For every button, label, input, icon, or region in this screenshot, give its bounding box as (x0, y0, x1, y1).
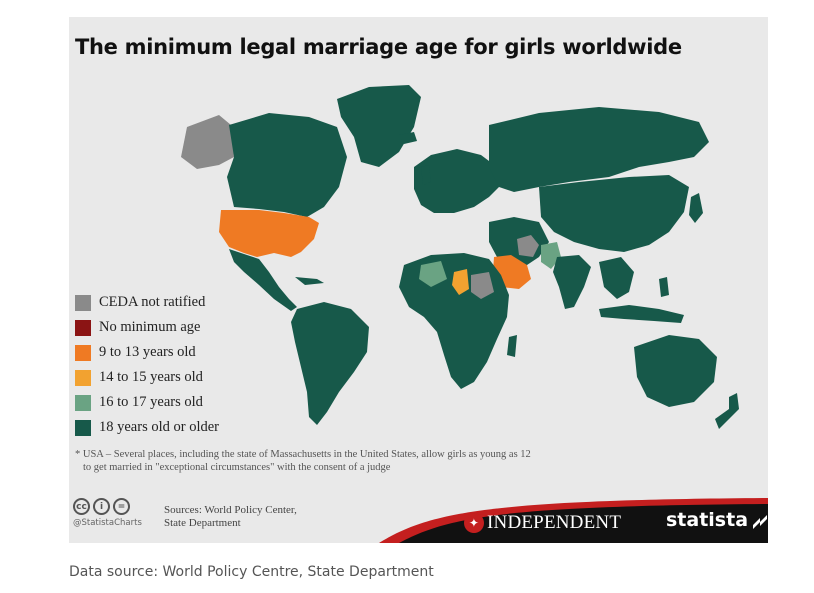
no-derivatives-icon: = (113, 498, 130, 515)
sources-line-2: State Department (164, 517, 241, 529)
europe (414, 149, 501, 213)
independent-logo: ✦ INDEPENDENT (464, 512, 621, 534)
map-card: The minimum legal marriage age for girls… (69, 17, 768, 543)
russia (489, 107, 709, 192)
sudan (471, 272, 494, 299)
legend-label: 14 to 15 years old (99, 369, 203, 385)
legend-item-16-to-17: 16 to 17 years old (75, 390, 219, 415)
footnote-line-1: * USA – Several places, including the st… (75, 449, 531, 460)
attribution-icon: i (93, 498, 110, 515)
footnote: * USA – Several places, including the st… (75, 448, 675, 474)
legend-item-18-or-older: 18 years old or older (75, 415, 219, 440)
world-map (181, 85, 739, 429)
footnote-line-2: to get married in "exceptional circumsta… (83, 462, 391, 473)
iran (517, 235, 539, 257)
footer-bar: cc i = @StatistaCharts Sources: World Po… (69, 492, 768, 543)
legend-label: 9 to 13 years old (99, 344, 196, 360)
statista-handle: @StatistaCharts (73, 518, 142, 528)
sources-line-1: Sources: World Policy Center, (164, 504, 297, 516)
legend-swatch (75, 394, 91, 411)
southeast-asia (599, 257, 634, 299)
cc-license: cc i = @StatistaCharts (73, 498, 142, 528)
legend-swatch (75, 319, 91, 336)
philippines (659, 277, 669, 297)
uk (421, 165, 431, 185)
cc-icon: cc (73, 498, 90, 515)
south-america (291, 302, 369, 425)
sources: Sources: World Policy Center, State Depa… (164, 504, 297, 530)
brand-name: statista (666, 509, 749, 531)
greenland (337, 85, 421, 167)
mexico (229, 249, 297, 311)
legend-item-no-minimum-age: No minimum age (75, 315, 219, 340)
legend-item-ceda-not-ratified: CEDA not ratified (75, 290, 219, 315)
canada (227, 113, 347, 217)
legend-swatch (75, 419, 91, 436)
image-caption: Data source: World Policy Centre, State … (69, 564, 434, 580)
alaska (181, 115, 234, 169)
publisher-name: INDEPENDENT (487, 512, 622, 533)
legend-label: 16 to 17 years old (99, 394, 203, 410)
map-title: The minimum legal marriage age for girls… (75, 35, 682, 59)
statista-logo: statista (666, 509, 768, 531)
indonesia (599, 305, 684, 323)
algeria (419, 261, 447, 287)
legend: CEDA not ratified No minimum age 9 to 13… (75, 290, 219, 440)
new-zealand (715, 393, 739, 429)
india (553, 255, 591, 309)
madagascar (507, 335, 517, 357)
iceland (399, 132, 417, 144)
caribbean (295, 277, 324, 285)
legend-item-14-to-15: 14 to 15 years old (75, 365, 219, 390)
statista-mark-icon (753, 515, 768, 529)
australia (634, 335, 717, 407)
legend-label: No minimum age (99, 319, 201, 335)
legend-swatch (75, 344, 91, 361)
east-asia (539, 175, 689, 252)
legend-item-9-to-13: 9 to 13 years old (75, 340, 219, 365)
usa (219, 210, 319, 257)
japan (689, 193, 703, 223)
legend-swatch (75, 369, 91, 386)
legend-swatch (75, 294, 91, 311)
legend-label: 18 years old or older (99, 419, 219, 435)
legend-label: CEDA not ratified (99, 294, 206, 310)
chad (452, 269, 469, 295)
eagle-icon: ✦ (464, 513, 484, 533)
